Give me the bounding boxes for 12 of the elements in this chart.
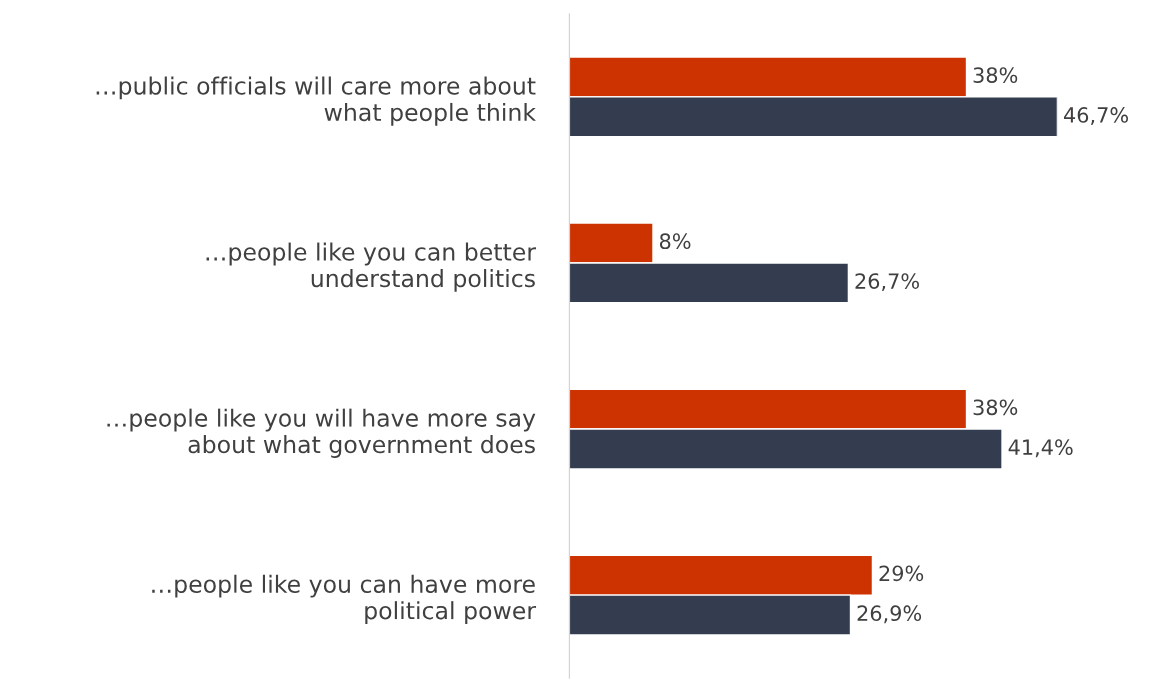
data-label: 26,7%	[855, 273, 919, 292]
data-label: 26,9%	[857, 605, 922, 624]
data-label: 46,7%	[1063, 107, 1129, 125]
data-label: 29%	[879, 565, 924, 582]
y-tick-label: …public officials will care more about what people think	[96, 76, 536, 126]
data-label: 8%	[659, 233, 691, 250]
y-tick-label: …people like you can better understand politics	[206, 242, 537, 292]
data-label: 38%	[973, 399, 1018, 416]
y-tick-label: …people like you will have more say about what government does	[107, 408, 536, 458]
data-label: 38%	[973, 67, 1018, 83]
data-label: 41,4%	[1008, 439, 1073, 458]
y-tick-label: …people like you can have more political power	[152, 574, 537, 625]
